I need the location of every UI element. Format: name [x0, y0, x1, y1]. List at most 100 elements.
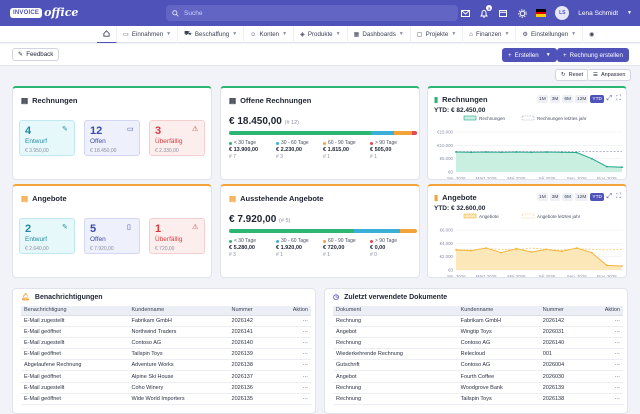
avatar[interactable]: LS — [555, 6, 570, 20]
kpi-draft[interactable]: 2 Entwurf € 2.640,00 ✎ — [19, 218, 75, 254]
kpi-overdue[interactable]: 3 Überfällig € 2.330,00 ⚠ — [149, 120, 205, 156]
table-row[interactable]: Rechnung Contoso AG 2026140 ··· — [333, 337, 623, 350]
chevron-down-icon[interactable]: ▼ — [627, 10, 632, 16]
fullscreen-icon[interactable]: ⛶ — [616, 193, 621, 200]
row-action-button[interactable]: ··· — [586, 315, 623, 327]
eye-icon: ◉ — [589, 30, 595, 38]
expand-icon[interactable]: ⤢ — [606, 193, 613, 200]
range-button-3m[interactable]: 3M — [549, 95, 561, 103]
row-action-button[interactable]: ··· — [274, 348, 311, 361]
aging-bucket[interactable]: 30 - 60 Tage € 2.230,00 # 3 — [276, 140, 322, 160]
mail-icon[interactable] — [460, 8, 470, 18]
table-row[interactable]: Abgelaufene Rechnung Adventure Works 20261… — [21, 359, 311, 372]
nav-projekte[interactable]: ▢ Projekte ▼ — [411, 25, 464, 43]
nav-finanzen[interactable]: ⌂ Finanzen ▼ — [463, 25, 517, 43]
row-action-button[interactable]: ··· — [586, 326, 623, 338]
table-row[interactable]: Gutschrift Contoso AG 2026004 ··· — [333, 359, 623, 372]
column-header[interactable]: Benachrichtigung — [21, 306, 129, 316]
range-button-ytd[interactable]: YTD — [590, 193, 604, 201]
reset-button[interactable]: ↻ Reset — [555, 69, 589, 81]
range-button-6m[interactable]: 6M — [562, 193, 574, 201]
range-button-1m[interactable]: 1M — [537, 95, 548, 103]
table-row[interactable]: Rechnung Tailspin Toys 2026138 ··· — [333, 393, 623, 406]
bell-icon[interactable]: 5 — [479, 5, 493, 18]
aging-bucket[interactable]: < 30 Tage € 5.280,00 # 3 — [229, 238, 275, 258]
search-placeholder: Suche — [184, 9, 203, 17]
kpi-value: 1 — [155, 223, 162, 235]
range-button-ytd[interactable]: YTD — [590, 95, 604, 103]
table-row[interactable]: Angebot Fourth Coffee 2026030 ··· — [333, 370, 623, 383]
row-action-button[interactable]: ··· — [274, 393, 311, 406]
range-button-3m[interactable]: 3M — [549, 193, 561, 201]
range-button-1m[interactable]: 1M — [537, 193, 548, 201]
kpi-open[interactable]: 12 Offen € 18.450,00 ▭ — [84, 120, 140, 156]
table-row[interactable]: E-Mail geöffnet Wide World Importers 20261… — [21, 393, 311, 406]
expand-icon[interactable]: ⤢ — [606, 95, 613, 102]
column-header[interactable]: Aktion — [586, 306, 623, 316]
kpi-draft[interactable]: 4 Entwurf € 3.950,00 ✎ — [19, 120, 75, 156]
nav-einstellungen[interactable]: ⚙ Einstellungen ▼ — [516, 25, 584, 43]
bucket-label: 60 - 90 Tage — [323, 238, 369, 244]
gear-icon[interactable] — [517, 8, 527, 18]
nav-beschaffung[interactable]: ⛟ Beschaffung ▼ — [178, 25, 245, 43]
calendar-icon[interactable] — [498, 8, 508, 18]
row-action-button[interactable]: ··· — [586, 337, 623, 350]
column-header[interactable]: Nummer — [539, 306, 587, 316]
table-row[interactable]: Angebot Wingtip Toys 2026031 ··· — [333, 326, 623, 338]
kpi-overdue[interactable]: 1 Überfällig € 720,00 ⚠ — [149, 218, 205, 254]
range-button-12m[interactable]: 12M — [575, 193, 589, 201]
table-row[interactable]: Rechnung Woodgrove Bank 2026139 ··· — [333, 382, 623, 394]
search-input[interactable]: Suche — [166, 5, 458, 21]
create-button[interactable]: + Erstellen ▼ — [502, 48, 557, 62]
row-action-button[interactable]: ··· — [274, 337, 311, 350]
row-action-button[interactable]: ··· — [586, 348, 623, 361]
create-invoice-button[interactable]: + Rechnung erstellen — [557, 48, 629, 62]
table-row[interactable]: E-Mail zugestellt Contoso AG 2026140 ··· — [21, 337, 311, 350]
column-header[interactable]: Dokument — [333, 306, 458, 316]
aging-bucket[interactable]: < 30 Tage € 13.900,00 # 7 — [229, 140, 275, 160]
row-action-button[interactable]: ··· — [586, 382, 623, 394]
row-action-button[interactable]: ··· — [274, 359, 311, 372]
range-button-12m[interactable]: 12M — [575, 95, 589, 103]
y-tick-label: €6.000 — [440, 228, 454, 233]
column-header[interactable]: Nummer — [228, 306, 275, 316]
aging-bucket[interactable]: 60 - 90 Tage € 1.815,00 # 1 — [323, 140, 369, 160]
row-action-button[interactable]: ··· — [274, 315, 311, 327]
row-action-button[interactable]: ··· — [586, 370, 623, 383]
table-row[interactable]: E-Mail geöffnet Tailspin Toys 2026139 ··· — [21, 348, 311, 361]
row-action-button[interactable]: ··· — [586, 359, 623, 372]
column-header[interactable]: Kundenname — [457, 306, 540, 316]
table-row[interactable]: E-Mail geöffnet Alpine Ski House 2026137 ··… — [21, 370, 311, 383]
table-row[interactable]: E-Mail geöffnet Northwind Traders 2026141 ·… — [21, 326, 311, 338]
table-cell: Woodgrove Bank — [457, 382, 540, 394]
row-action-button[interactable]: ··· — [586, 393, 623, 406]
customize-button[interactable]: ☰ Anpassen — [587, 69, 632, 81]
fullscreen-icon[interactable]: ⛶ — [616, 95, 621, 102]
feedback-button[interactable]: ✎ Feedback — [12, 48, 60, 61]
aging-bucket[interactable]: > 90 Tage € 0,00 # 0 — [370, 238, 416, 258]
nav-einnahmen[interactable]: ▭ Einnahmen ▼ — [117, 25, 179, 43]
kpi-open[interactable]: 5 Offen € 7.920,00 ▯ — [84, 218, 140, 254]
language-flag-icon[interactable] — [536, 8, 547, 18]
table-row[interactable]: Wiederkehrende Rechnung Relecloud 001 ··· — [333, 348, 623, 361]
nav-home[interactable] — [97, 25, 117, 43]
aging-bucket[interactable]: 60 - 90 Tage € 720,00 # 1 — [323, 238, 369, 258]
table-row[interactable]: Rechnung Fabrikam GmbH 2026142 ··· — [333, 315, 623, 327]
table-row[interactable]: E-Mail zugestellt Coho Winery 2026136 ··· — [21, 382, 311, 394]
user-name[interactable]: Lena Schmidt — [578, 9, 619, 17]
table-cell: Relecloud — [457, 348, 540, 361]
row-action-button[interactable]: ··· — [274, 326, 311, 338]
row-action-button[interactable]: ··· — [274, 370, 311, 383]
table-row[interactable]: E-Mail zugestellt Fabrikam GmbH 2026142 ··· — [21, 315, 311, 327]
nav-view[interactable]: ◉ — [583, 26, 600, 43]
nav-dashboards[interactable]: ▦ Dashboards ▼ — [348, 25, 411, 43]
aging-bucket[interactable]: 30 - 60 Tage € 1.920,00 # 1 — [276, 238, 322, 258]
column-header[interactable]: Aktion — [274, 306, 311, 316]
aging-bucket[interactable]: > 90 Tage € 505,00 # 1 — [370, 140, 416, 160]
column-header[interactable]: Kundenname — [128, 306, 229, 316]
nav-produkte[interactable]: ◈ Produkte ▼ — [294, 25, 348, 43]
row-action-button[interactable]: ··· — [274, 382, 311, 394]
nav-konten[interactable]: ☺ Konten ▼ — [244, 25, 295, 43]
range-button-6m[interactable]: 6M — [562, 95, 574, 103]
app-logo[interactable]: INVOICE office — [10, 6, 78, 19]
